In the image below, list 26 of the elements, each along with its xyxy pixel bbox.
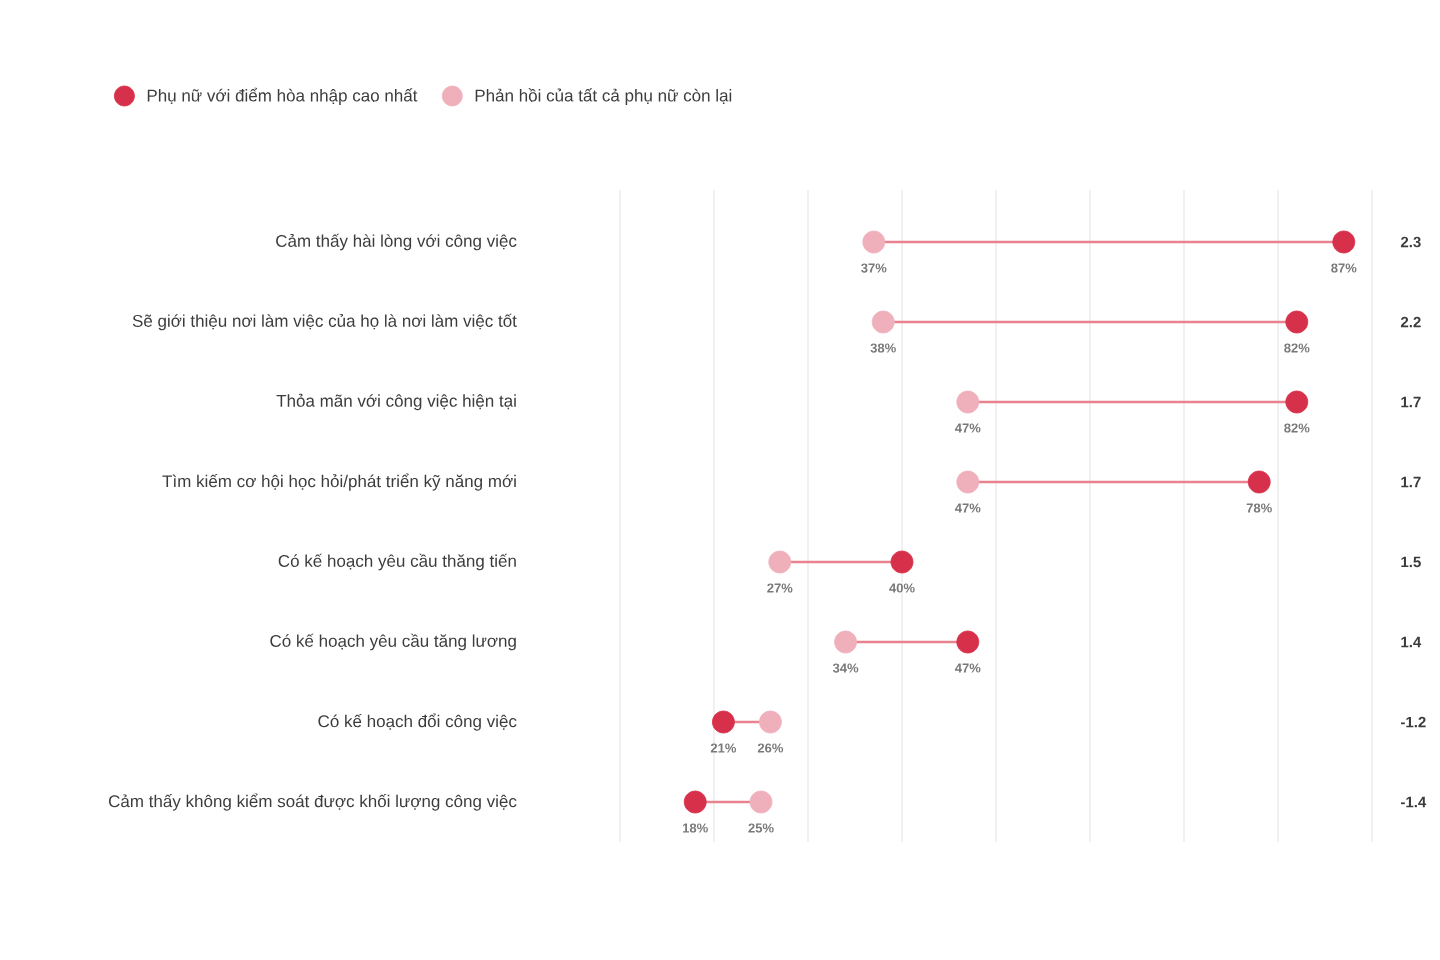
y-tick-label: Thỏa mãn với công việc hiện tại [276,393,516,411]
point [834,630,857,654]
y-tick-label: Cảm thấy không kiểm soát được khối lượng công việc [108,793,517,811]
legend-label: Phản hồi của tất cả phụ nữ còn lại [475,88,732,105]
y-tick-label: Có kế hoạch đổi công việc [318,713,517,731]
point [768,550,792,574]
point [956,630,980,654]
y-tick-label: Tìm kiếm cơ hội học hỏi/phát triển kỹ năng mới [162,473,516,491]
legend-label: Phụ nữ với điểm hòa nhập cao nhất [147,87,418,105]
point [956,470,980,494]
y-tick-label: Có kế hoạch yêu cầu thăng tiến [278,553,516,571]
point [712,710,735,734]
point [1332,230,1356,254]
point [862,230,886,254]
point [871,310,895,334]
point [749,790,773,814]
point [1285,310,1309,334]
point [759,710,782,734]
y-tick-label: Sẽ giới thiệu nơi làm việc của họ là nơi làm việc tốt [132,313,517,331]
point [956,390,980,414]
y-tick-label: Cảm thấy hài lòng với công việc [276,233,517,251]
point [1285,390,1309,414]
point [890,550,914,574]
point [683,790,707,814]
point [1247,470,1271,494]
y-tick-label: Có kế hoạch yêu cầu tăng lương [270,633,516,651]
